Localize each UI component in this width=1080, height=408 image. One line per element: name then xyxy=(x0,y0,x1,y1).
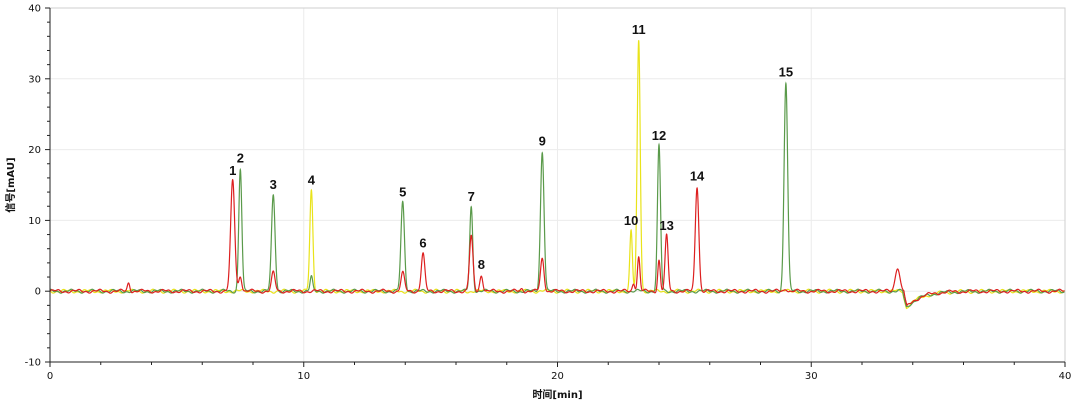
peak-label-8: 8 xyxy=(478,257,485,272)
y-tick-label: 10 xyxy=(28,216,41,227)
chromatogram-traces xyxy=(49,40,1066,310)
peak-label-7: 7 xyxy=(468,189,475,204)
peak-label-12: 12 xyxy=(652,128,666,143)
peak-label-10: 10 xyxy=(624,213,638,228)
peak-label-6: 6 xyxy=(419,236,426,251)
peak-label-14: 14 xyxy=(690,168,705,183)
y-tick-label: 20 xyxy=(28,145,41,156)
y-tick-label: 30 xyxy=(28,74,41,85)
trace-line xyxy=(49,81,1066,308)
peak-label-3: 3 xyxy=(270,177,277,192)
peak-label-15: 15 xyxy=(779,64,793,79)
peak-label-13: 13 xyxy=(659,218,673,233)
y-tick-label: 40 xyxy=(28,4,41,15)
x-tick-label: 0 xyxy=(47,371,53,382)
trace-line xyxy=(49,40,1066,310)
trace-line xyxy=(49,178,1066,307)
peak-label-4: 4 xyxy=(308,173,316,188)
axes: -10 0 10 20 30 40 0 10 20 30 40 xyxy=(25,4,1072,383)
peak-label-2: 2 xyxy=(237,151,244,166)
peak-label-9: 9 xyxy=(539,134,546,149)
x-tick-label: 40 xyxy=(1059,371,1072,382)
x-tick-label: 30 xyxy=(805,371,818,382)
y-axis-title: 信号[mAU] xyxy=(4,157,17,212)
peak-label-11: 11 xyxy=(632,22,646,37)
x-tick-label: 10 xyxy=(297,371,310,382)
x-axis-title: 时间[min] xyxy=(532,388,582,401)
peak-label-1: 1 xyxy=(229,163,236,178)
y-tick-label: -10 xyxy=(25,358,41,369)
x-tick-label: 20 xyxy=(551,371,564,382)
y-tick-label: 0 xyxy=(35,287,41,298)
peak-label-5: 5 xyxy=(399,185,406,200)
grid-lines xyxy=(50,8,1065,362)
